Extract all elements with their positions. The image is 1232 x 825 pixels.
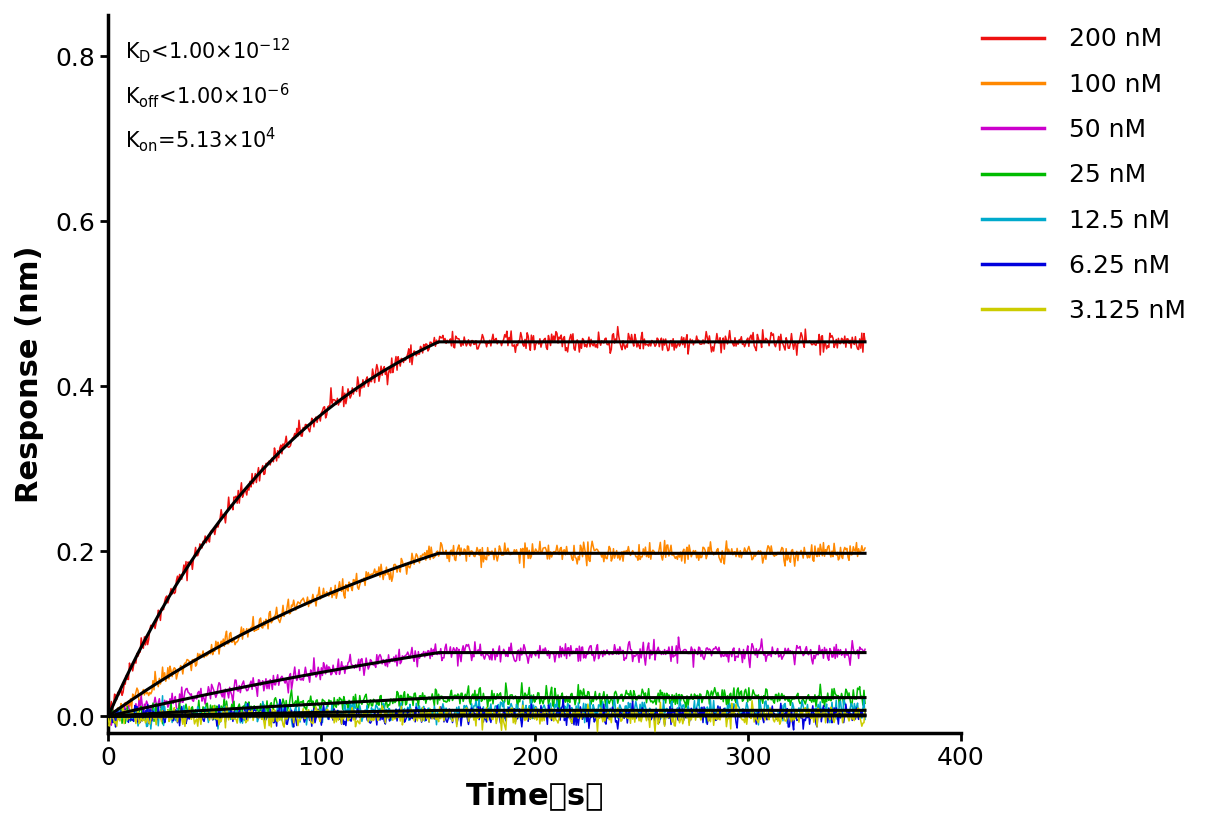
Legend: 200 nM, 100 nM, 50 nM, 25 nM, 12.5 nM, 6.25 nM, 3.125 nM: 200 nM, 100 nM, 50 nM, 25 nM, 12.5 nM, 6… — [982, 27, 1186, 323]
Y-axis label: Response (nm): Response (nm) — [15, 245, 44, 502]
Text: $\mathrm{K_D}$<1.00×10$^{-12}$
$\mathrm{K_{off}}$<1.00×10$^{-6}$
$\mathrm{K_{on}: $\mathrm{K_D}$<1.00×10$^{-12}$ $\mathrm{… — [126, 36, 291, 154]
X-axis label: Time（s）: Time（s） — [466, 781, 604, 810]
